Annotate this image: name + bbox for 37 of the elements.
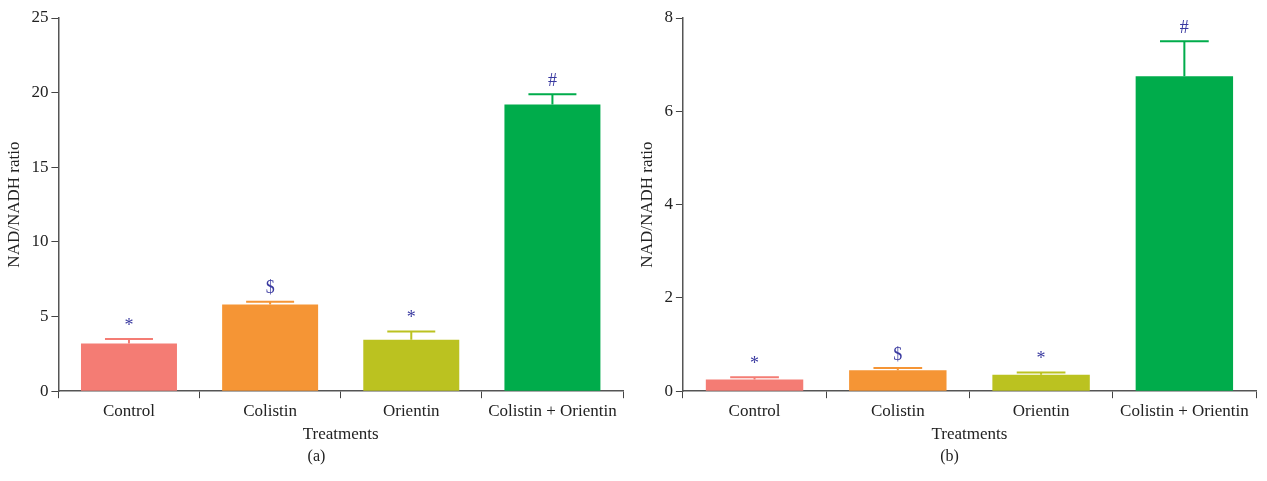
x-axis-title: Treatments	[931, 424, 1008, 444]
y-tick-label: 25	[31, 7, 49, 27]
y-axis-title: NAD/NADH ratio	[3, 141, 23, 268]
x-tick-label: Colistin	[243, 400, 298, 420]
annotation: *	[750, 352, 760, 373]
x-tick-label: Colistin	[870, 400, 926, 420]
x-axis-title: Treatments	[302, 424, 379, 444]
annotation: #	[1179, 17, 1189, 38]
annotation: *	[124, 314, 134, 335]
y-tick-label: 8	[664, 7, 673, 27]
x-tick-label: Orientin	[382, 400, 441, 420]
y-tick-label: 15	[31, 156, 49, 176]
y-tick-label: 2	[664, 287, 673, 307]
annotation: $	[265, 277, 275, 298]
bar	[849, 370, 947, 391]
annotation: *	[1036, 348, 1046, 369]
bar	[222, 304, 319, 391]
text: (b)	[939, 447, 960, 465]
x-tick-label: Control	[728, 400, 781, 420]
y-tick-label: 5	[39, 306, 49, 326]
annotation: #	[547, 69, 557, 90]
y-tick-label: 0	[39, 380, 49, 400]
y-axis-title: NAD/NADH ratio	[636, 141, 656, 268]
x-tick-label: Orientin	[1012, 400, 1070, 420]
y-tick-label: 20	[31, 82, 49, 102]
text: (a)	[306, 447, 327, 465]
annotation: $	[893, 343, 903, 364]
x-tick-label: Colistin + Orientin	[1120, 400, 1250, 420]
y-tick-label: 4	[664, 194, 674, 214]
x-tick-label: Colistin + Orientin	[488, 400, 618, 420]
bar	[705, 379, 804, 391]
y-tick-label: 10	[31, 231, 49, 251]
bar	[992, 374, 1090, 391]
y-tick-label: 0	[664, 380, 673, 400]
y-tick-label: 6	[664, 100, 673, 120]
x-tick-label: Control	[103, 400, 156, 420]
annotation: *	[406, 307, 416, 328]
